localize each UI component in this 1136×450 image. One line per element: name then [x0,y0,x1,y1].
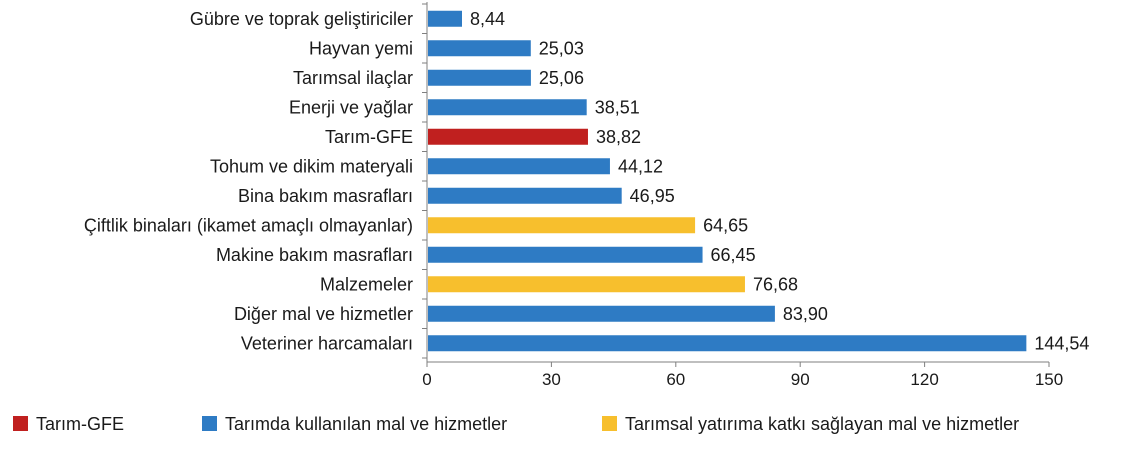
value-label-0: 8,44 [470,9,505,29]
category-label-6: Bina bakım masrafları [238,186,413,206]
legend-swatch-mal [202,416,217,431]
bar-10 [428,305,775,322]
x-tick-label-2: 60 [666,370,685,389]
bar-6 [428,187,622,204]
category-label-8: Makine bakım masrafları [216,245,413,265]
bar-1 [428,40,531,57]
bar-0 [428,10,462,27]
category-label-11: Veteriner harcamaları [241,333,413,353]
value-label-10: 83,90 [783,304,828,324]
legend: Tarım-GFE Tarımda kullanılan mal ve hizme… [13,414,1019,434]
bar-11 [428,335,1027,352]
value-labels: 8,44 25,03 25,06 38,51 38,82 44,12 46,95 64,65 6… [470,9,1089,354]
bars-layer [428,10,1027,352]
value-label-4: 38,82 [596,127,641,147]
legend-label-yatirim: Tarımsal yatırıma katkı sağlayan mal ve … [625,414,1019,434]
x-tick-label-0: 0 [422,370,431,389]
value-label-8: 66,45 [711,245,756,265]
bar-7 [428,217,696,234]
x-tick-label-5: 150 [1035,370,1063,389]
value-label-11: 144,54 [1034,333,1089,353]
legend-label-gfe: Tarım-GFE [36,414,124,434]
x-axis: 0 30 60 90 120 150 [422,2,1063,389]
bar-4 [428,128,588,145]
category-label-10: Diğer mal ve hizmetler [234,304,413,324]
category-labels: Gübre ve toprak geliştiriciler Hayvan yem… [84,9,413,354]
legend-swatch-yatirim [602,416,617,431]
bar-3 [428,99,587,116]
category-label-7: Çiftlik binaları (ikamet amaçlı olmayanl… [84,215,413,235]
bar-8 [428,246,703,263]
value-label-7: 64,65 [703,215,748,235]
bar-5 [428,158,610,175]
x-tick-label-3: 90 [791,370,810,389]
legend-label-mal: Tarımda kullanılan mal ve hizmetler [225,414,507,434]
category-label-4: Tarım-GFE [325,127,413,147]
value-label-9: 76,68 [753,274,798,294]
value-label-3: 38,51 [595,97,640,117]
value-label-2: 25,06 [539,68,584,88]
category-label-5: Tohum ve dikim materyali [210,156,413,176]
bar-9 [428,276,745,293]
category-label-3: Enerji ve yağlar [289,97,413,117]
category-label-2: Tarımsal ilaçlar [293,68,413,88]
category-label-1: Hayvan yemi [309,38,413,58]
bar-2 [428,69,531,86]
category-label-0: Gübre ve toprak geliştiriciler [190,9,413,29]
x-tick-label-4: 120 [910,370,938,389]
legend-swatch-gfe [13,416,28,431]
value-label-5: 44,12 [618,156,663,176]
value-label-6: 46,95 [630,186,675,206]
category-label-9: Malzemeler [320,274,413,294]
value-label-1: 25,03 [539,38,584,58]
x-tick-label-1: 30 [542,370,561,389]
